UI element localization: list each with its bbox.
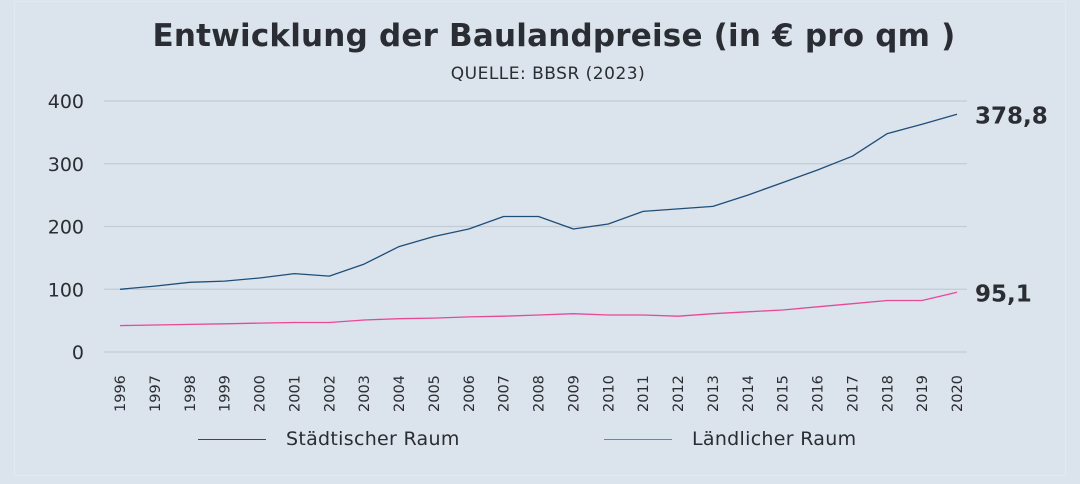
x-tick-label: 1999 xyxy=(218,375,234,412)
x-tick-label: 2013 xyxy=(706,375,722,412)
y-tick-label: 100 xyxy=(48,279,84,301)
x-tick-label: 2007 xyxy=(497,375,513,412)
legend-swatch-staedtisch xyxy=(198,438,266,440)
legend-item-laendlich: Ländlicher Raum xyxy=(604,428,856,450)
x-tick-label: 2003 xyxy=(357,375,373,412)
x-tick-label: 1997 xyxy=(148,375,164,412)
end-value-label: 378,8 xyxy=(975,103,1048,129)
chart-title: Entwicklung der Baulandpreise (in € pro … xyxy=(152,18,956,54)
y-axis-ticks: 0 100 200 300 400 xyxy=(48,91,84,364)
x-tick-label: 2012 xyxy=(671,375,687,412)
x-tick-label: 2008 xyxy=(532,375,548,412)
x-tick-label: 2001 xyxy=(287,375,303,412)
legend-label-staedtisch: Städtischer Raum xyxy=(286,428,460,450)
x-tick-label: 2014 xyxy=(741,375,757,412)
x-axis-ticks: 1996 1997 1998 1999 2000 2001 2002 2003 2004 2005… xyxy=(113,375,966,412)
end-value-label: 95,1 xyxy=(975,281,1032,307)
chart-subtitle: QUELLE: BBSR (2023) xyxy=(450,64,646,84)
series-lines xyxy=(119,113,958,327)
legend-item-staedtisch: Städtischer Raum xyxy=(198,428,460,450)
y-tick-label: 200 xyxy=(48,217,84,239)
x-tick-label: 2002 xyxy=(322,375,338,412)
y-tick-label: 400 xyxy=(48,91,84,113)
x-tick-label: 1998 xyxy=(183,375,199,412)
legend: Städtischer Raum Ländlicher Raum xyxy=(0,428,1080,456)
line-chart: 0 100 200 300 400 1996 1997 1998 1999 2000 2001 20… xyxy=(48,91,1048,412)
x-tick-label: 2010 xyxy=(601,375,617,412)
legend-label-laendlich: Ländlicher Raum xyxy=(692,428,857,450)
x-tick-label: 2011 xyxy=(636,375,652,412)
x-tick-label: 2004 xyxy=(392,375,408,412)
x-tick-label: 2000 xyxy=(253,375,269,412)
legend-swatch-laendlich xyxy=(604,438,672,440)
x-tick-label: 2009 xyxy=(566,375,582,412)
series-line-staedtisch xyxy=(119,113,958,290)
y-tick-label: 0 xyxy=(72,342,84,364)
gridlines xyxy=(104,100,967,353)
series-line-laendlich xyxy=(119,291,958,327)
x-tick-label: 2016 xyxy=(811,375,827,412)
x-tick-label: 2015 xyxy=(776,375,792,412)
y-tick-label: 300 xyxy=(48,154,84,176)
end-labels: 378,8 95,1 xyxy=(975,103,1048,307)
x-tick-label: 1996 xyxy=(113,375,129,412)
chart-panel xyxy=(14,1,1066,476)
x-tick-label: 2020 xyxy=(950,375,966,412)
x-tick-label: 2005 xyxy=(427,375,443,412)
x-tick-label: 2006 xyxy=(462,375,478,412)
x-tick-label: 2017 xyxy=(845,375,861,412)
x-tick-label: 2019 xyxy=(915,375,931,412)
x-tick-label: 2018 xyxy=(880,375,896,412)
